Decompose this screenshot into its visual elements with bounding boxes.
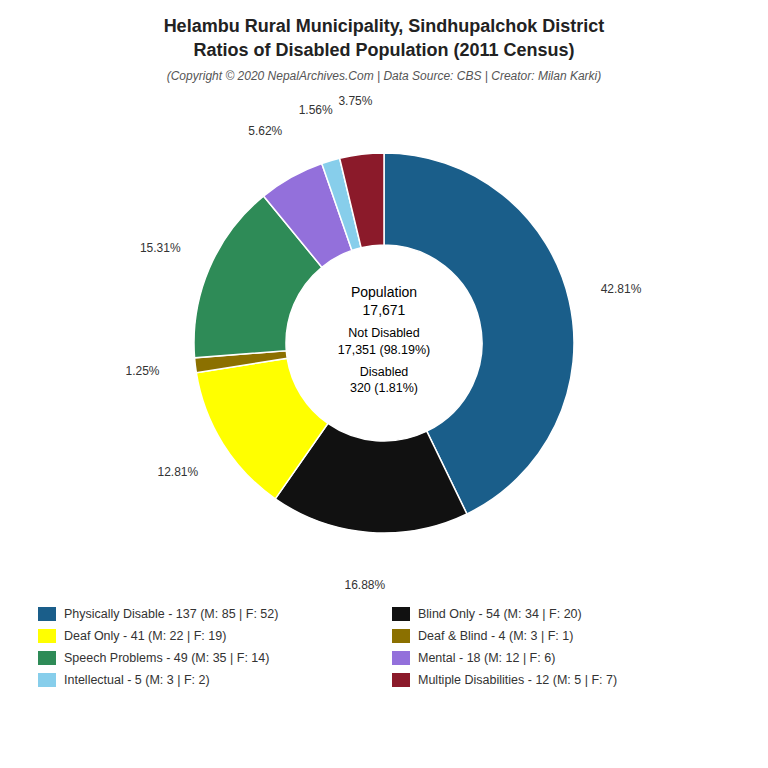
html-text:Physically Disable - 137 (M: 8: Physically Disable - 137 (M: 85 | F: 52): [64, 606, 279, 621]
html-text:Speech Problems - 49 (M: 35 |: Speech Problems - 49 (M: 35 | F: 14): [64, 650, 270, 665]
svg-text:15.31%: 15.31%: [140, 240, 181, 254]
html-text:Not Disabled 17,351 (98.19%): Not Disabled 17,351 (98.19%): [337, 326, 431, 357]
svg-text:1.56%: 1.56%: [299, 102, 333, 116]
html-text:Population 17,671: Population 17,671: [350, 283, 418, 319]
html-text:Helambu Rural Municipality, Si: Helambu Rural Municipality, Sindhupalcho…: [163, 16, 605, 61]
html-text:Deaf Only - 41 (M: 22 | F: 19): Deaf Only - 41 (M: 22 | F: 19): [64, 628, 227, 643]
html-text:Mental - 18 (M: 12 | F: 6): Mental - 18 (M: 12 | F: 6): [418, 650, 556, 665]
html-text:Intellectual - 5 (M: 3 | F: 2): Intellectual - 5 (M: 3 | F: 2): [64, 672, 210, 687]
html-text:Disabled 320 (1.81%): Disabled 320 (1.81%): [349, 364, 418, 395]
svg-text:12.81%: 12.81%: [157, 465, 198, 479]
html-text:Multiple Disabilities - 12 (M:: Multiple Disabilities - 12 (M: 5 | F: 7): [418, 672, 618, 687]
html-text:(Copyright © 2020 NepalArchive: (Copyright © 2020 NepalArchives.Com | Da…: [166, 68, 602, 83]
svg-text:42.81%: 42.81%: [601, 281, 642, 295]
html-text:Blind Only - 54 (M: 34 | F: 20: Blind Only - 54 (M: 34 | F: 20): [418, 606, 582, 621]
svg-text:3.75%: 3.75%: [338, 94, 372, 108]
html-text:Deaf & Blind - 4 (M: 3 | F: 1): Deaf & Blind - 4 (M: 3 | F: 1): [418, 628, 574, 643]
svg-text:16.88%: 16.88%: [344, 578, 385, 592]
svg-text:1.25%: 1.25%: [125, 364, 159, 378]
svg-text:5.62%: 5.62%: [248, 123, 282, 137]
